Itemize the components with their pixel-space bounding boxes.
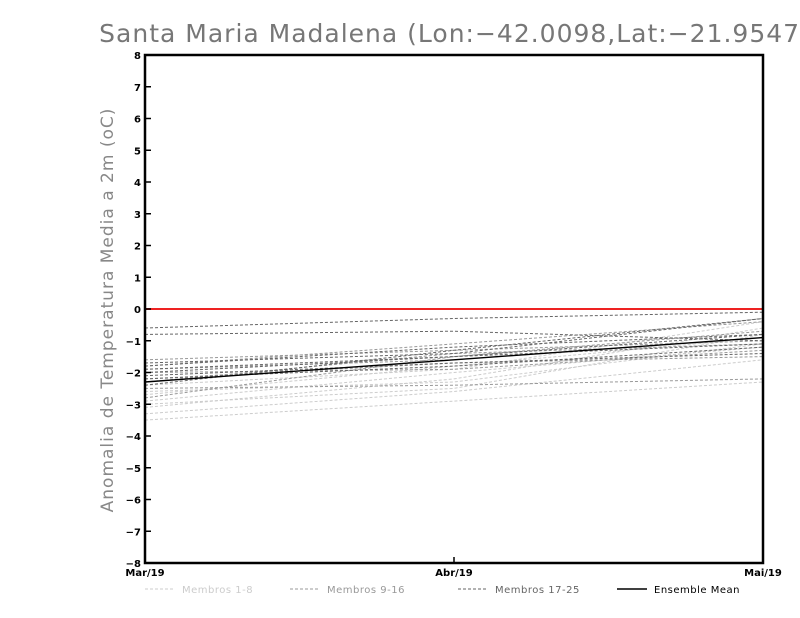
series-line-membro-3 [144,327,764,408]
x-tick-label: Mar/19 [125,568,164,579]
y-tick-label: 5 [134,146,141,157]
y-tick-label: 1 [134,273,141,284]
y-tick-label: −5 [126,464,141,475]
legend-item: Membros 9-16 [290,585,405,596]
y-tick-label: −8 [126,559,141,570]
y-tick-label: 6 [134,115,141,126]
y-axis-ticks: 8 7 6 5 4 3 2 1 0 −1 −2 −3 −4 −5 −6 −7 −8 [126,51,151,570]
plot-lines [144,311,764,421]
series-line-ensemble-mean [144,336,764,383]
chart-title: Santa Maria Madalena (Lon:−42.0098,Lat:−… [99,19,800,48]
x-tick-label: Mai/19 [744,568,782,579]
series-line-membro-9 [144,340,764,361]
series-line-membro-18 [144,318,764,364]
series-line-membro-25 [144,343,764,370]
series-line-membro-11 [144,356,764,380]
y-tick-label: 3 [134,210,141,221]
legend-item: Membros 17-25 [458,585,580,596]
y-tick-label: 0 [134,305,141,316]
y-tick-label: −7 [126,527,141,538]
legend-label: Membros 17-25 [495,585,580,596]
y-tick-label: −3 [126,400,141,411]
series-line-membro-20 [144,353,764,377]
legend-label: Membros 9-16 [327,585,405,596]
y-tick-label: −1 [126,337,141,348]
y-tick-label: 7 [134,83,141,94]
x-axis-ticks: Mar/19 Abr/19 Mai/19 [125,557,782,579]
series-line-membro-21 [144,333,764,367]
y-tick-label: −4 [126,432,141,443]
y-tick-label: 8 [134,51,141,62]
series-line-membro-17 [144,311,764,329]
series-line-membro-16 [144,343,764,383]
series-line-membro-2 [144,359,764,415]
x-tick-label: Abr/19 [435,568,472,579]
legend: Membros 1-8 Membros 9-16 Membros 17-25 Ense… [145,585,740,596]
y-tick-label: −2 [126,369,141,380]
legend-label: Membros 1-8 [182,585,253,596]
series-line-membro-10 [144,321,764,367]
series-line-membro-4 [144,346,764,402]
legend-item: Ensemble Mean [617,585,740,596]
legend-item: Membros 1-8 [145,585,253,596]
series-line-membro-22 [144,346,764,380]
y-axis-label: Anomalia de Temperatura Media a 2m (oC) [98,108,118,513]
y-tick-label: −6 [126,496,141,507]
series-line-membro-1 [144,381,764,421]
y-tick-label: 2 [134,242,141,253]
series-line-membro-13 [144,378,764,389]
legend-label: Ensemble Mean [654,585,740,596]
y-tick-label: 4 [134,178,141,189]
series-line-membro-19 [144,333,764,373]
series-line-membro-23 [144,330,764,342]
series-line-membro-12 [144,330,764,399]
series-line-membro-24 [144,318,764,386]
